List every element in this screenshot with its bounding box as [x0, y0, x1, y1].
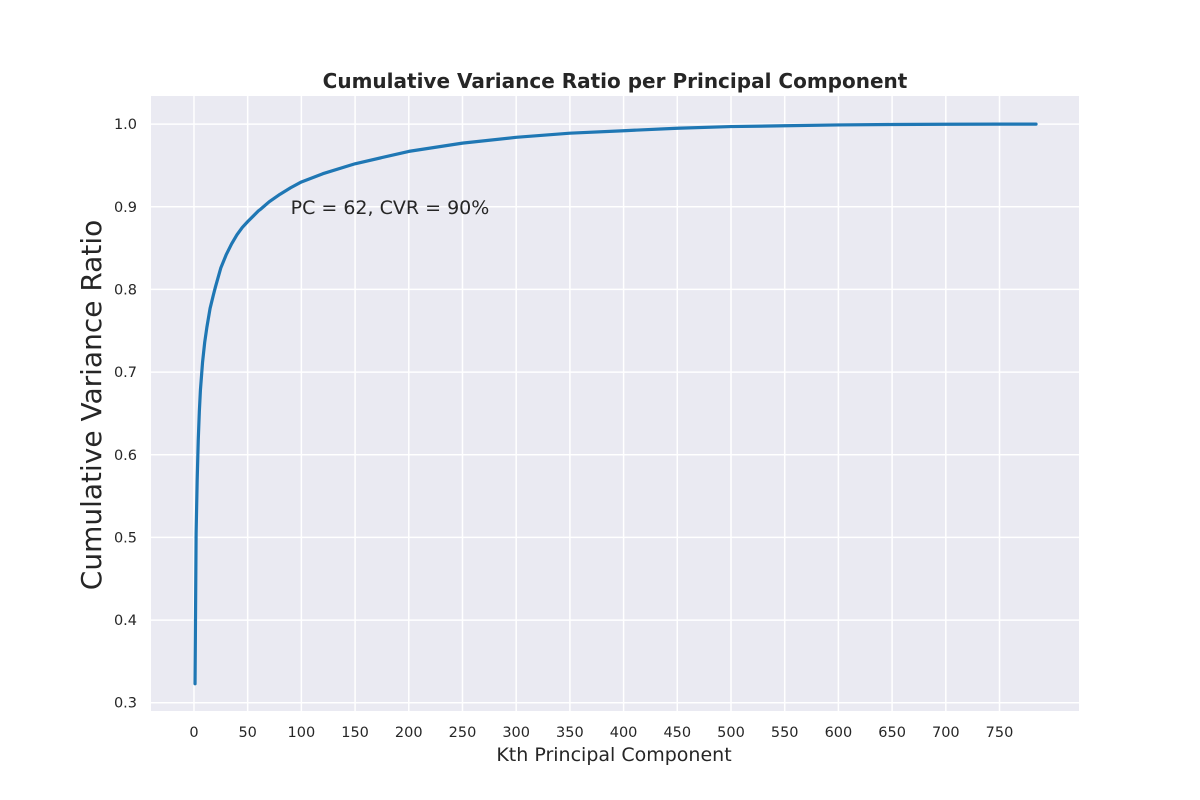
x-tick-label: 550: [771, 725, 799, 741]
x-tick-label: 50: [238, 725, 256, 741]
x-tick-label: 450: [663, 725, 691, 741]
series-line: [193, 122, 1038, 686]
x-tick-label: 500: [717, 725, 745, 741]
y-tick-label: 0.7: [114, 365, 137, 381]
chart-title: Cumulative Variance Ratio per Principal …: [323, 69, 908, 93]
x-tick-label: 300: [502, 725, 530, 741]
x-tick-label: 750: [986, 725, 1014, 741]
y-tick-label: 0.8: [114, 282, 137, 298]
y-tick-label: 0.5: [114, 530, 137, 546]
x-tick-label: 600: [825, 725, 853, 741]
x-tick-label: 0: [189, 725, 198, 741]
x-tick-label: 650: [878, 725, 906, 741]
x-tick-label: 150: [341, 725, 369, 741]
x-tick-label: 100: [288, 725, 316, 741]
y-tick-label: 0.6: [114, 448, 137, 464]
y-tick-label: 0.3: [114, 696, 137, 712]
y-tick-label: 1.0: [114, 117, 137, 133]
y-tick-label: 0.4: [114, 613, 137, 629]
grid: [151, 96, 1079, 711]
x-axis-ticks: 0 50 100 150 200 250 300 350 400 450 500 550 600 650 7…: [189, 725, 1013, 741]
plot-area: [151, 96, 1079, 711]
series-layer: [193, 122, 1038, 686]
annotation-label: PC = 62, CVR = 90%: [291, 197, 490, 219]
x-axis-label: Kth Principal Component: [496, 744, 731, 766]
x-tick-label: 350: [556, 725, 584, 741]
x-tick-label: 400: [610, 725, 638, 741]
x-tick-label: 250: [449, 725, 477, 741]
y-axis-ticks: 0.3 0.4 0.5 0.6 0.7 0.8 0.9 1.0: [114, 117, 137, 712]
y-tick-label: 0.9: [114, 200, 137, 216]
x-tick-label: 700: [932, 725, 960, 741]
y-axis-label: Cumulative Variance Ratio: [75, 220, 108, 590]
x-tick-label: 200: [395, 725, 423, 741]
